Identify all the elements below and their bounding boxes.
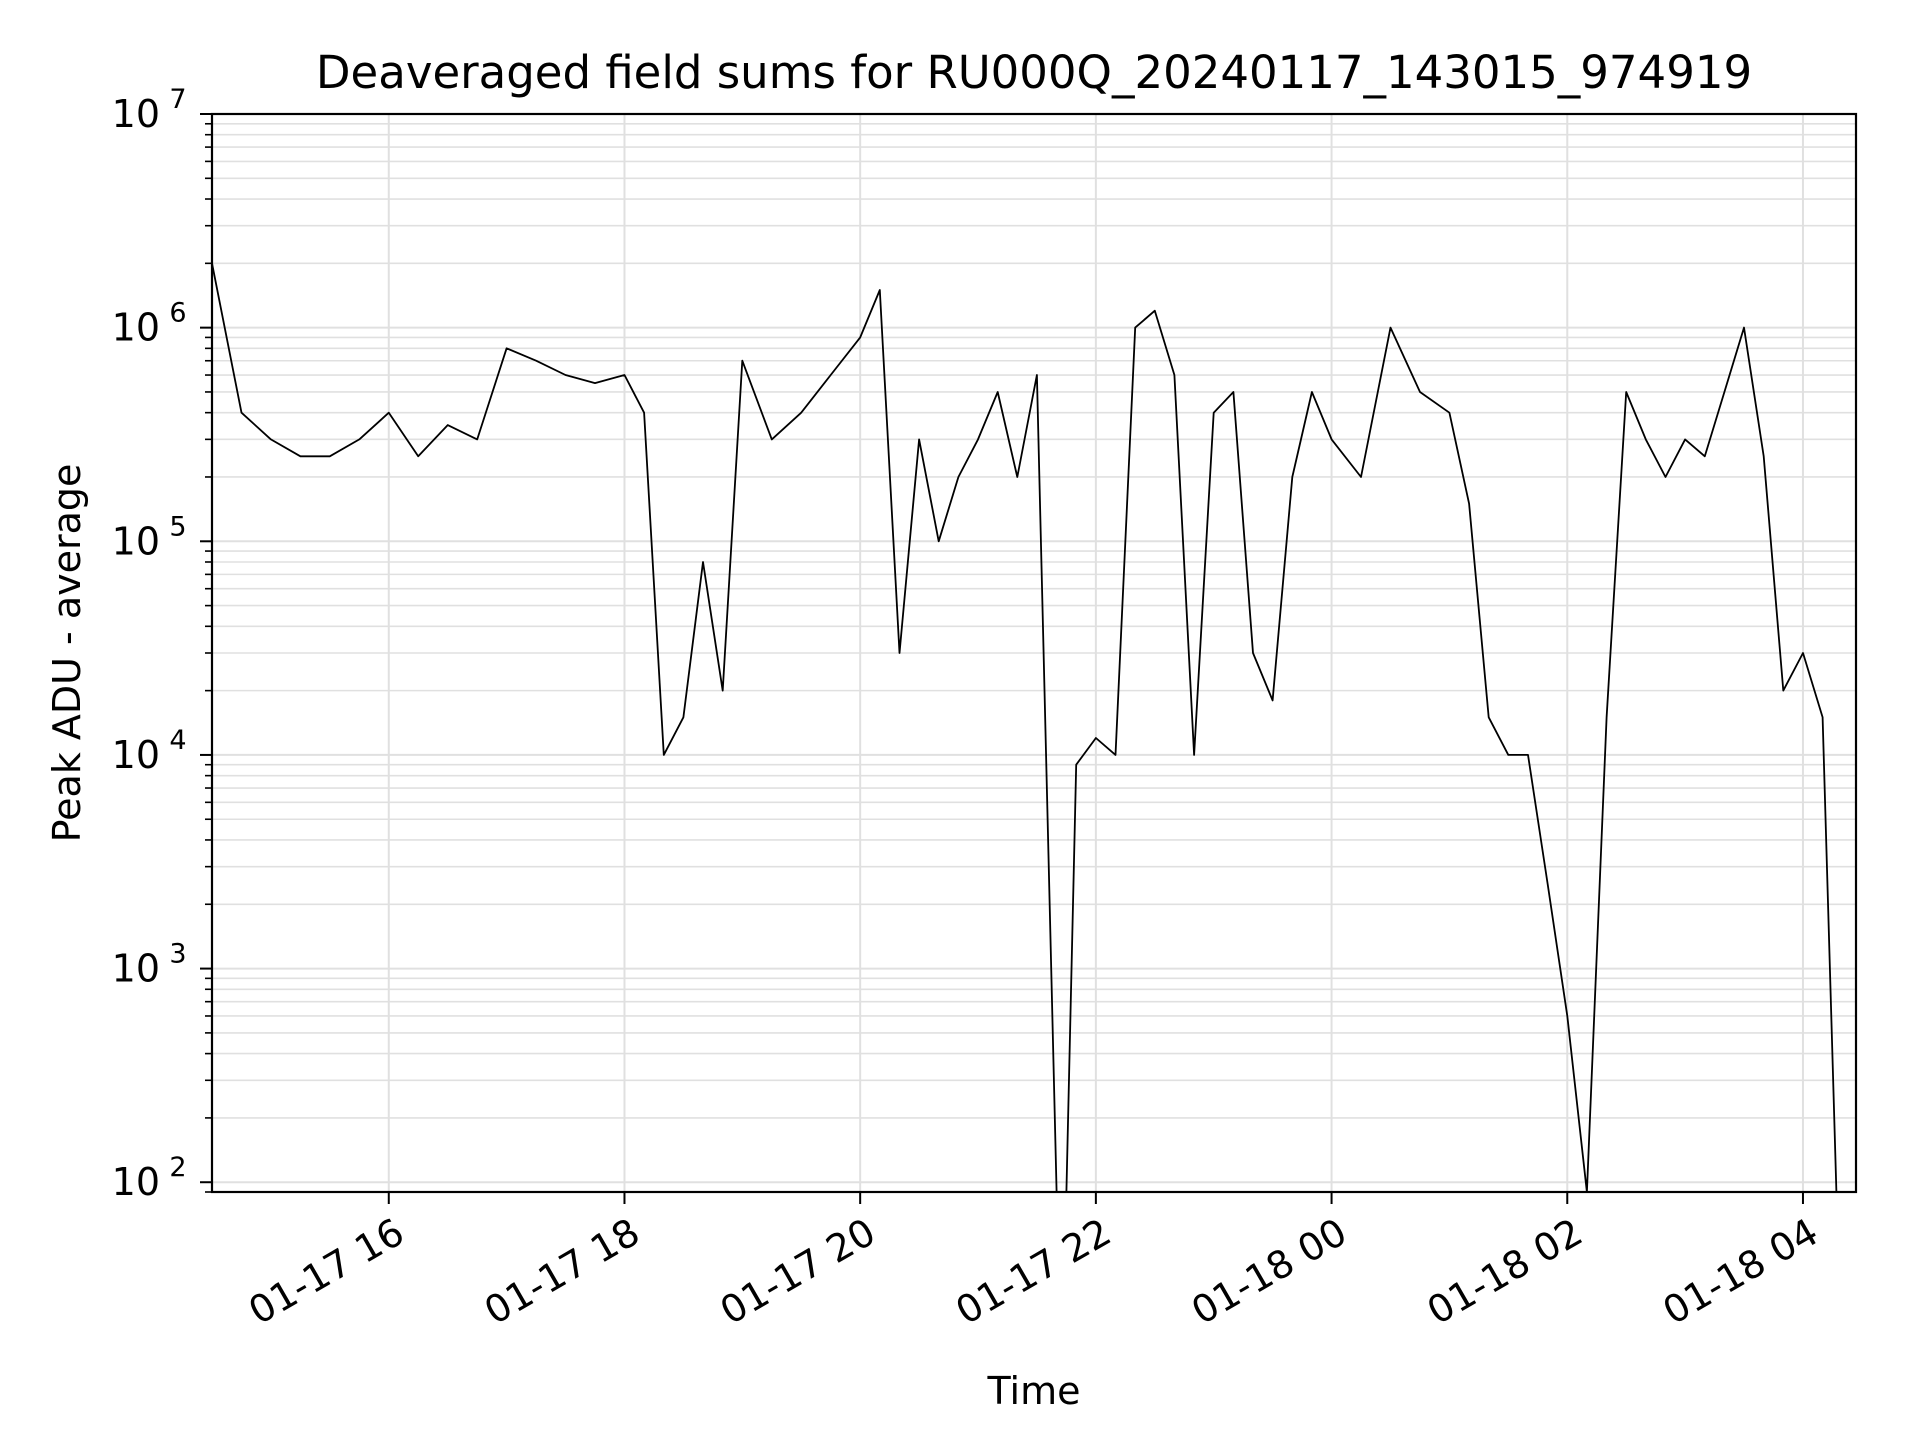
y-axis-label: Peak ADU - average xyxy=(45,464,89,843)
chart-title: Deaveraged field sums for RU000Q_2024011… xyxy=(316,46,1752,99)
y-tick-exponent: 2 xyxy=(169,1152,186,1183)
y-tick-exponent: 5 xyxy=(169,511,186,542)
y-tick-exponent: 7 xyxy=(169,84,186,115)
y-tick-exponent: 4 xyxy=(169,725,186,756)
data-layer xyxy=(211,263,1838,1193)
y-tick-exponent: 6 xyxy=(169,298,186,329)
x-axis-label: Time xyxy=(987,1369,1081,1413)
y-tick-exponent: 3 xyxy=(169,939,186,970)
series-line xyxy=(211,263,1838,1193)
